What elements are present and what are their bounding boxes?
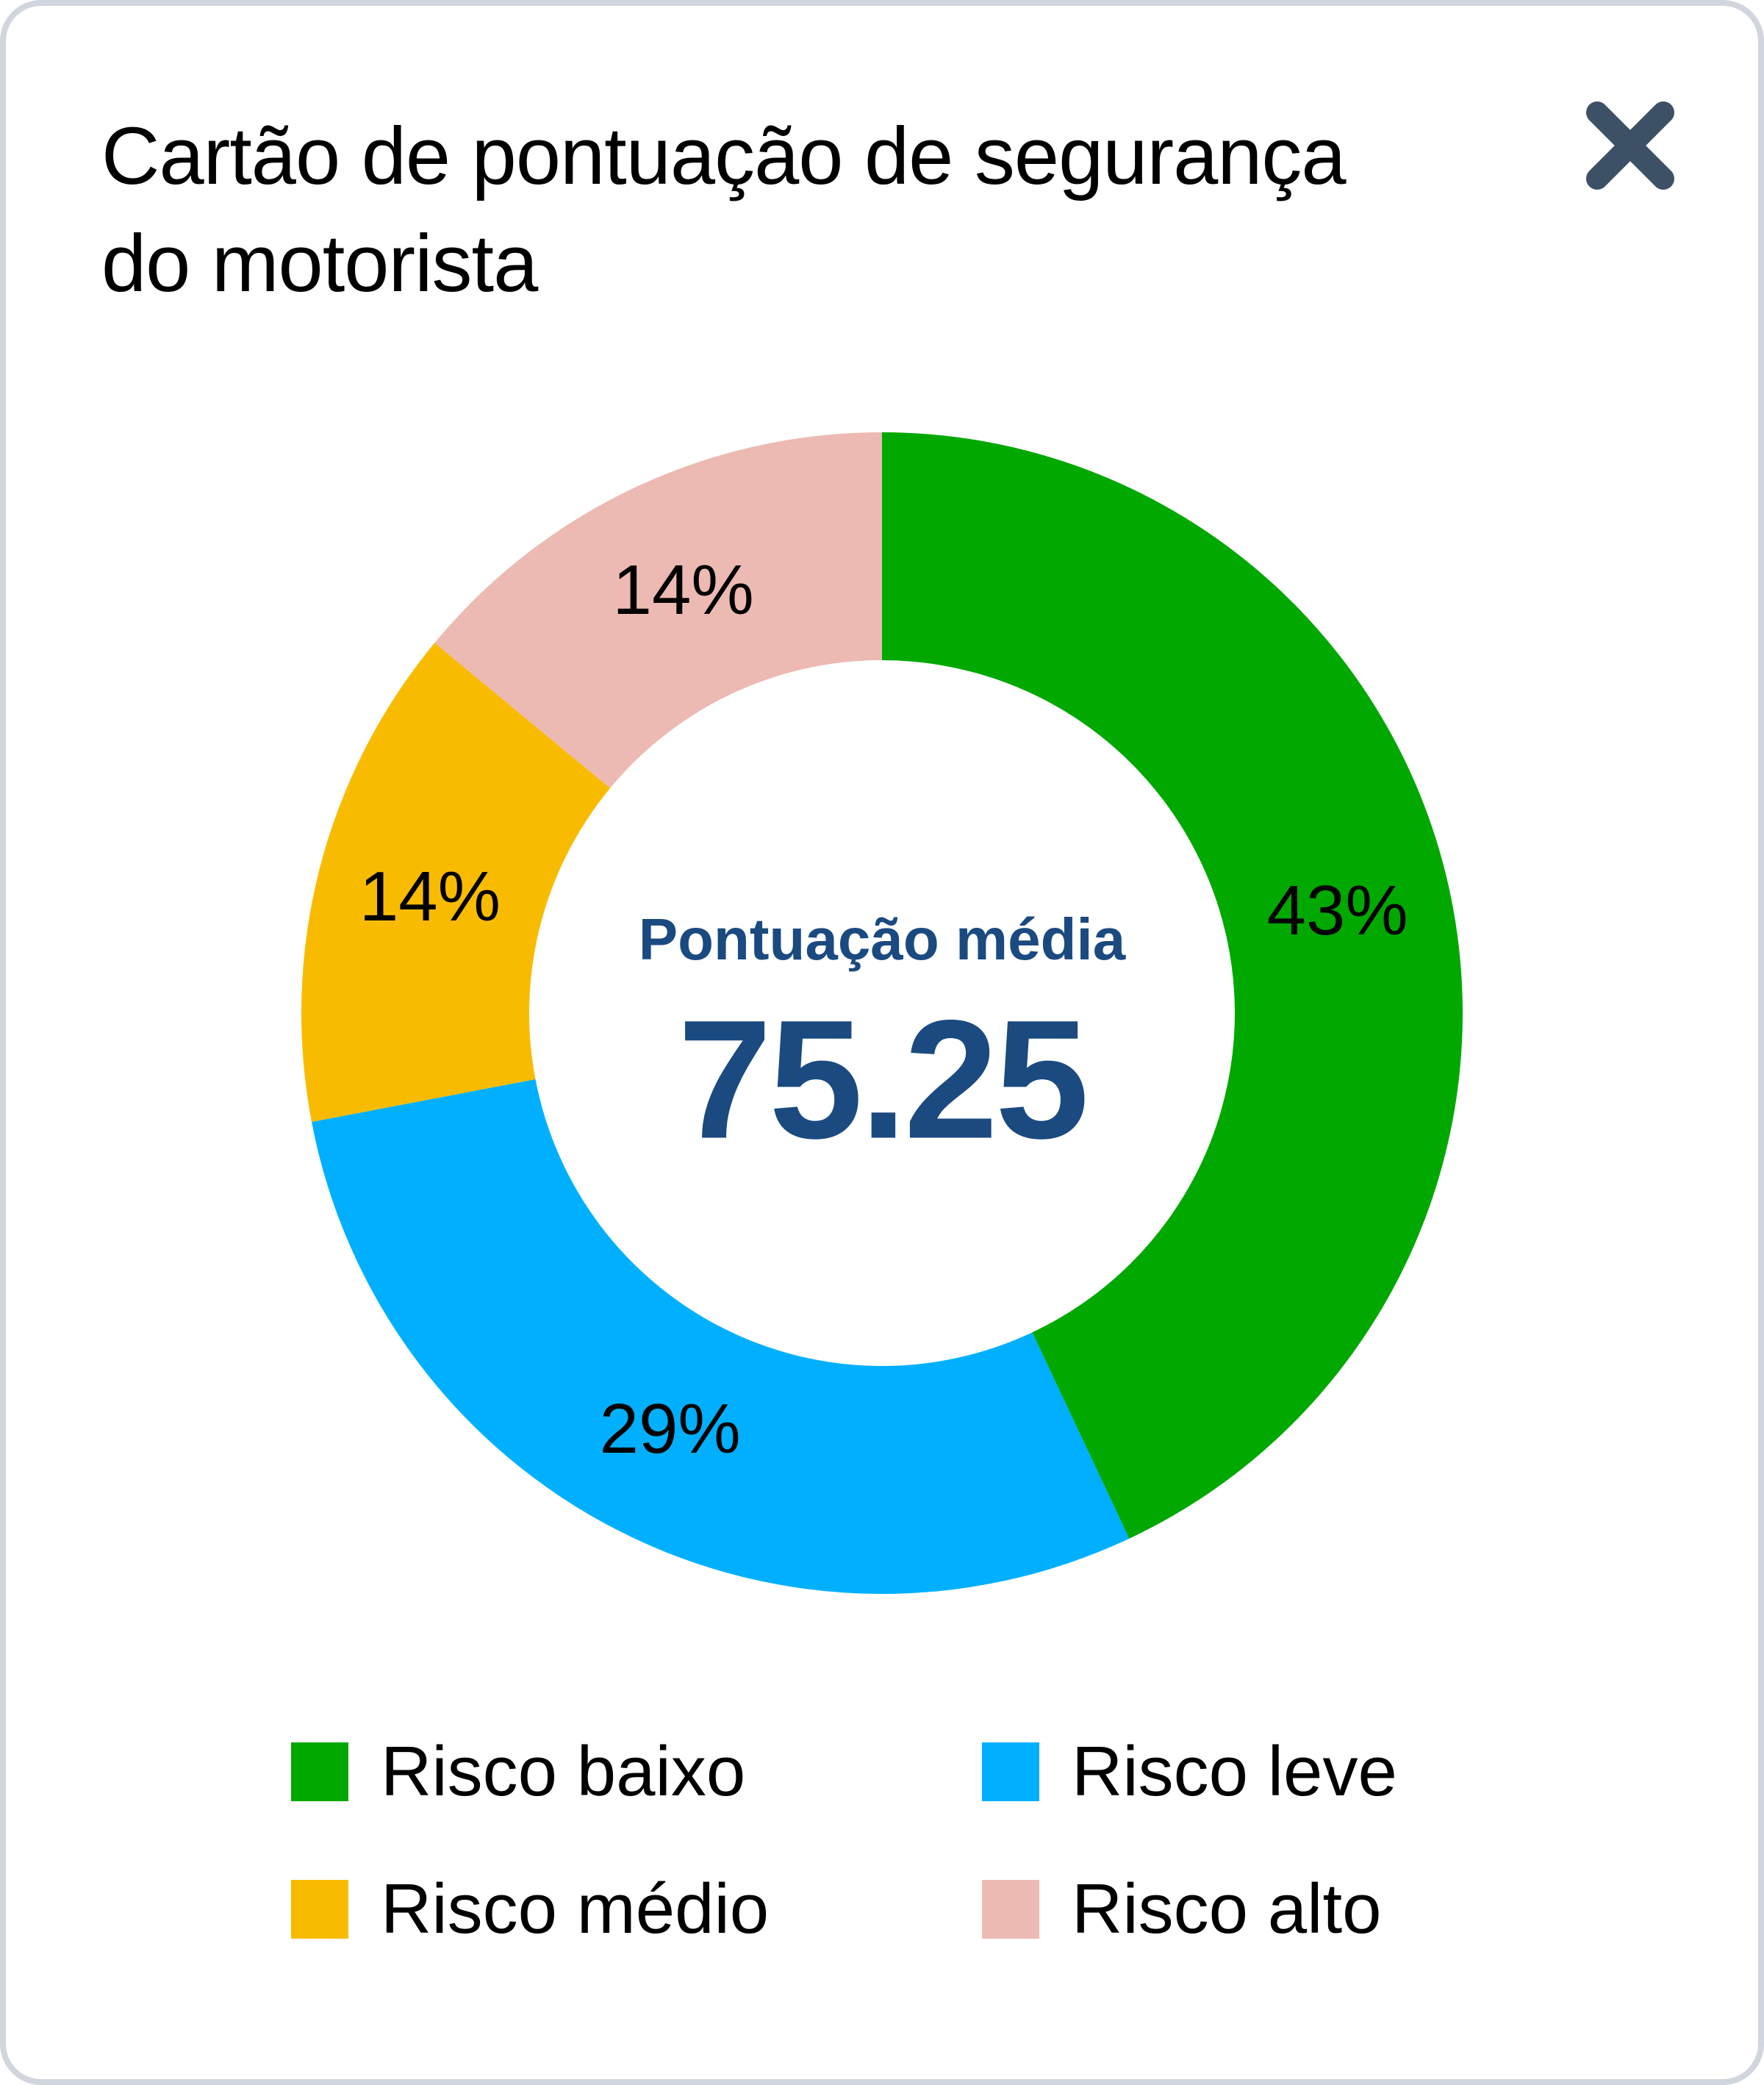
legend-label: Risco médio (381, 1870, 770, 1948)
legend-item-risco-alto[interactable]: Risco alto (982, 1870, 1382, 1948)
legend-swatch-pink (982, 1880, 1039, 1939)
legend-item-risco-medio[interactable]: Risco médio (291, 1870, 769, 1948)
close-icon (1586, 101, 1674, 190)
close-button[interactable] (1582, 98, 1678, 193)
legend-label: Risco leve (1072, 1732, 1397, 1811)
legend-item-risco-baixo[interactable]: Risco baixo (291, 1732, 745, 1811)
legend-label: Risco baixo (381, 1732, 746, 1811)
legend-item-risco-leve[interactable]: Risco leve (982, 1732, 1397, 1811)
legend-swatch-blue (982, 1742, 1039, 1801)
card-title: Cartão de pontuação de segurança do moto… (101, 111, 1347, 309)
legend-swatch-green (291, 1742, 348, 1801)
legend-swatch-yellow (291, 1880, 348, 1939)
legend-label: Risco alto (1072, 1870, 1382, 1948)
